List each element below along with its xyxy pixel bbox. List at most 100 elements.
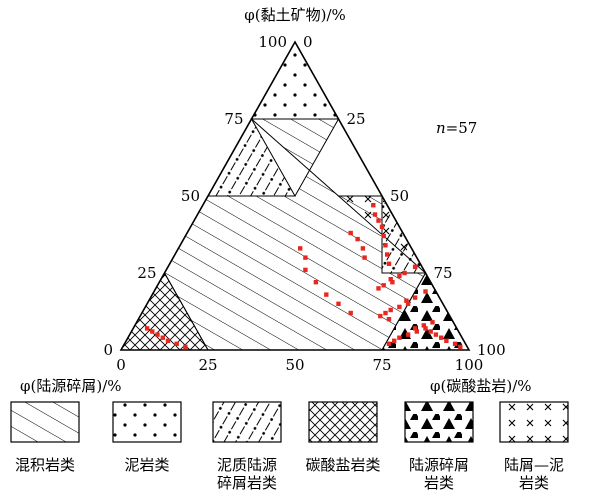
- tick-carbonate-bottom-4: 100: [455, 356, 484, 374]
- sample-point-30: [412, 326, 418, 331]
- tick-clay-2: 50: [181, 187, 200, 205]
- sample-point-40: [433, 332, 439, 337]
- legend-item-mixed: 混积岩类: [10, 401, 80, 474]
- sample-point-28: [430, 320, 435, 325]
- legend-swatch-silty-mudstone: [499, 401, 569, 443]
- region-mixed-sedimentary-center: [163, 118, 427, 351]
- legend-item-silty-mudstone: 陆屑—泥岩类: [499, 401, 569, 492]
- sample-point-18: [376, 286, 381, 291]
- sample-point-20: [412, 295, 418, 300]
- triangle-outline: [119, 40, 471, 351]
- sample-count-n: n: [436, 119, 446, 137]
- legend-label-terrigenous-line2: 岩类: [424, 474, 454, 492]
- tick-clay-1: 75: [224, 110, 243, 128]
- tick-carbonate-right-3: 75: [434, 264, 453, 282]
- legend-swatch-mudstone: [112, 401, 182, 443]
- sample-point-46: [313, 280, 319, 285]
- sample-point-15: [388, 277, 393, 282]
- legend-swatch-argillaceous-clastic: [212, 401, 282, 443]
- sample-point-36: [458, 344, 463, 350]
- sample-count-annotation: n=57: [436, 119, 477, 137]
- sample-point-25: [383, 310, 388, 316]
- sample-point-43: [348, 310, 353, 316]
- tick-clay-4: 0: [103, 341, 113, 359]
- sample-point-1: [372, 212, 378, 217]
- sample-point-51: [174, 341, 179, 346]
- sample-point-17: [381, 283, 386, 288]
- sample-point-21: [404, 298, 409, 303]
- sample-point-34: [392, 338, 397, 343]
- apex-label-clay: φ(黏土矿物)/%: [244, 6, 346, 24]
- sample-point-35: [386, 341, 392, 346]
- legend-item-carbonate: 碳酸盐岩类: [305, 401, 381, 474]
- sample-point-7: [386, 261, 392, 266]
- sample-point-19: [423, 289, 428, 294]
- sample-point-9: [355, 236, 360, 242]
- tick-carbonate-bottom-0: 0: [116, 356, 126, 374]
- sample-point-12: [412, 264, 418, 269]
- legend-swatch-mixed: [10, 401, 80, 443]
- sample-point-24: [388, 307, 393, 313]
- sample-point-23: [397, 304, 402, 310]
- sample-point-50: [183, 344, 188, 350]
- legend-label-carbonate: 碳酸盐岩类: [305, 456, 380, 474]
- tick-carbonate-bottom-1: 25: [198, 356, 217, 374]
- sample-point-22: [405, 301, 411, 306]
- sample-point-41: [428, 329, 433, 334]
- sample-count-value: =57: [446, 119, 478, 137]
- sample-point-53: [160, 335, 165, 340]
- sample-point-6: [385, 252, 390, 257]
- legend-label-mixed: 混积岩类: [15, 456, 75, 474]
- tick-clay-3: 25: [137, 264, 156, 282]
- sample-point-4: [381, 233, 386, 239]
- legend-swatch-carbonate: [308, 401, 378, 443]
- legend-label-terrigenous: 陆源碎屑: [409, 456, 469, 474]
- sample-point-48: [303, 255, 308, 260]
- apex-label-carbonate: φ(碳酸盐岩)/%: [430, 377, 532, 395]
- triangle-frame: [119, 40, 471, 351]
- sample-point-31: [414, 329, 419, 334]
- sample-points: [144, 203, 463, 350]
- tick-carbonate-bottom-2: 50: [285, 356, 304, 374]
- region-layer: [120, 40, 470, 351]
- apex-label-terrigenous: φ(陆源碎屑)/%: [20, 377, 122, 395]
- legend-label-silty-mudstone-line2: 岩类: [519, 474, 549, 492]
- sample-point-37: [452, 341, 458, 346]
- sample-point-3: [379, 224, 385, 229]
- sample-point-55: [150, 329, 155, 334]
- axis-titles: φ(黏土矿物)/% φ(陆源碎屑)/% φ(碳酸盐岩)/% n=57: [20, 6, 532, 395]
- sample-point-39: [439, 335, 444, 340]
- legend-label-argillaceous-clastic-line2: 碎屑岩类: [217, 474, 277, 492]
- sample-point-0: [371, 203, 376, 208]
- sample-point-32: [405, 332, 411, 337]
- sample-point-54: [155, 332, 160, 337]
- tick-carbonate-bottom-3: 75: [372, 356, 391, 374]
- sample-point-14: [397, 273, 402, 279]
- tick-carbonate-right-4: 100: [477, 341, 506, 359]
- sample-point-13: [402, 270, 407, 276]
- legend-swatch-terrigenous: [404, 401, 474, 443]
- sample-point-33: [397, 335, 402, 340]
- sample-point-29: [421, 323, 426, 328]
- legend-label-argillaceous-clastic: 泥质陆源: [217, 456, 277, 474]
- tick-carbonate-right-0: 0: [303, 33, 313, 51]
- region-mudstone: [250, 40, 340, 120]
- sample-point-5: [383, 243, 388, 248]
- sample-point-26: [378, 313, 383, 319]
- tick-carbonate-right-1: 25: [347, 110, 366, 128]
- tick-clay-0: 100: [258, 33, 287, 51]
- sample-point-44: [336, 301, 341, 306]
- sample-point-45: [324, 292, 329, 297]
- sample-point-8: [348, 230, 353, 236]
- sample-point-11: [362, 255, 367, 260]
- legend-label-mudstone: 泥岩类: [124, 456, 169, 474]
- sample-point-10: [360, 246, 366, 251]
- sample-point-27: [386, 317, 392, 322]
- legend-item-mudstone: 泥岩类: [112, 401, 182, 474]
- sample-point-42: [423, 326, 428, 331]
- sample-point-38: [444, 338, 449, 343]
- sample-point-2: [376, 218, 381, 223]
